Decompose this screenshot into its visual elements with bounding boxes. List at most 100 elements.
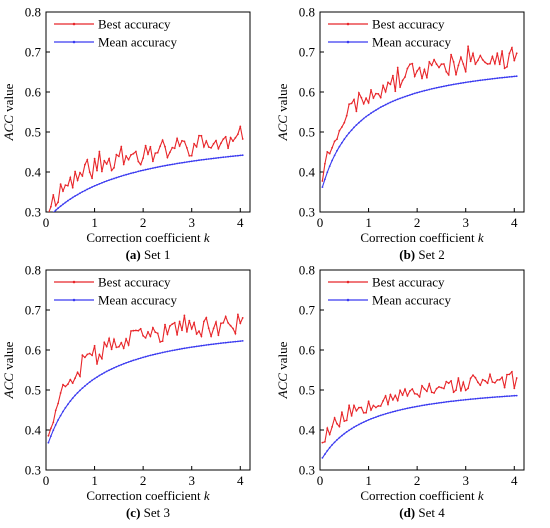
data-point xyxy=(392,100,394,103)
y-tick-label: 0.7 xyxy=(25,45,42,60)
data-point xyxy=(474,397,477,400)
data-point xyxy=(372,97,375,99)
data-point xyxy=(409,406,411,409)
data-point xyxy=(186,147,188,149)
data-point xyxy=(88,352,91,355)
data-point xyxy=(384,90,387,93)
data-point xyxy=(336,138,338,141)
data-point xyxy=(467,398,469,401)
data-point xyxy=(455,83,457,85)
data-point xyxy=(159,341,162,343)
y-tick-label: 0.5 xyxy=(299,125,315,140)
data-point xyxy=(343,138,346,141)
data-point xyxy=(101,170,103,173)
data-point xyxy=(443,387,445,390)
y-tick-label: 0.6 xyxy=(299,85,316,100)
data-point xyxy=(125,173,127,176)
x-axis-label: Correction coefficient k xyxy=(86,488,209,503)
data-point xyxy=(508,76,511,78)
data-point xyxy=(358,121,360,124)
data-point xyxy=(479,79,482,82)
series-line-best-accuracy xyxy=(47,314,244,436)
data-point xyxy=(103,341,106,344)
y-tick-label: 0.6 xyxy=(299,343,316,358)
data-point xyxy=(64,385,67,388)
data-point xyxy=(108,369,110,372)
x-tick-label: 3 xyxy=(188,473,195,488)
data-point xyxy=(135,171,137,174)
data-point xyxy=(472,52,474,55)
data-point xyxy=(491,55,494,58)
data-point xyxy=(59,205,62,208)
y-tick-label: 0.4 xyxy=(25,423,42,438)
data-point xyxy=(503,386,506,389)
data-point xyxy=(333,441,336,444)
data-point xyxy=(399,409,401,411)
data-point xyxy=(122,362,125,365)
data-point xyxy=(498,395,501,398)
data-point xyxy=(365,97,367,100)
data-point xyxy=(178,145,181,147)
data-point xyxy=(67,199,69,202)
data-point xyxy=(149,145,152,148)
data-point xyxy=(387,102,389,105)
data-point xyxy=(74,394,76,397)
data-point xyxy=(501,50,503,52)
data-point xyxy=(171,323,174,325)
data-point xyxy=(71,186,74,189)
data-point xyxy=(362,102,365,105)
data-point xyxy=(469,80,472,83)
data-point xyxy=(176,162,179,165)
data-point xyxy=(142,334,145,337)
data-point xyxy=(479,54,482,57)
data-point xyxy=(52,194,55,196)
chart-panel-3: 0.3 0.4 0.5 0.6 0.7 0.8 0 1 2 3 4 Correction coeffi… xyxy=(1,263,251,520)
legend-marker xyxy=(346,22,350,26)
data-point xyxy=(348,132,350,134)
data-point xyxy=(54,424,57,426)
data-point xyxy=(443,85,445,88)
data-point xyxy=(426,76,428,79)
data-point xyxy=(125,155,127,157)
x-tick-label: 2 xyxy=(414,473,421,488)
data-point xyxy=(166,164,169,167)
data-point xyxy=(135,358,137,361)
y-tick-label: 0.8 xyxy=(299,263,315,278)
data-point xyxy=(135,329,137,332)
x-axis-label-text: Correction coefficient xyxy=(360,488,477,503)
data-point xyxy=(501,395,503,398)
data-point xyxy=(91,186,93,188)
data-point xyxy=(57,402,59,405)
data-point xyxy=(71,196,74,199)
data-point xyxy=(389,83,392,86)
data-point xyxy=(198,134,200,137)
data-point xyxy=(379,96,382,99)
data-point xyxy=(503,395,506,398)
y-tick-label: 0.7 xyxy=(299,45,316,60)
data-point xyxy=(440,85,443,88)
x-axis-label-var: k xyxy=(478,230,484,245)
data-point xyxy=(511,75,513,78)
data-point xyxy=(489,78,491,80)
data-point xyxy=(169,325,171,327)
data-point xyxy=(472,398,474,400)
data-point xyxy=(358,92,360,94)
data-point xyxy=(166,333,169,336)
data-point xyxy=(360,406,363,409)
data-point xyxy=(377,415,380,418)
data-point xyxy=(207,146,210,148)
data-point xyxy=(362,117,365,120)
data-point xyxy=(455,73,457,76)
data-point xyxy=(198,159,200,162)
data-point xyxy=(229,136,232,139)
data-point xyxy=(406,407,409,410)
x-tick-label: 3 xyxy=(188,215,195,230)
data-point xyxy=(401,408,404,411)
data-point xyxy=(428,403,431,406)
data-point xyxy=(159,352,162,354)
data-point xyxy=(326,427,329,430)
x-tick-label: 1 xyxy=(365,215,372,230)
data-point xyxy=(321,457,324,459)
data-point xyxy=(222,322,225,324)
data-point xyxy=(76,391,79,394)
